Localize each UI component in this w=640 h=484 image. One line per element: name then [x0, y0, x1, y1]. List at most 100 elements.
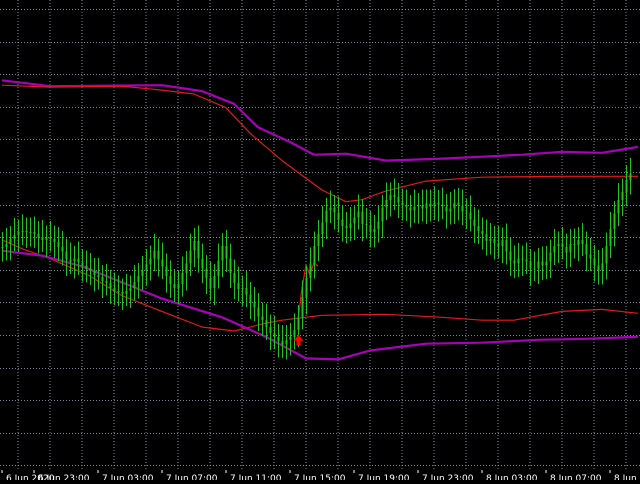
candle: [517, 242, 520, 278]
candle: [521, 245, 524, 277]
candle: [125, 273, 128, 307]
candle: [269, 314, 272, 350]
candle-body: [425, 203, 428, 209]
candle: [585, 231, 588, 272]
band-layer: [1, 79, 639, 361]
x-tick-label: 7 Jun 15:00: [294, 474, 346, 480]
candle-body: [49, 237, 52, 239]
candle-body: [489, 238, 492, 241]
candle-body: [281, 340, 284, 345]
candle: [629, 158, 632, 195]
candle: [41, 219, 44, 253]
candle-body: [553, 245, 556, 253]
candle: [561, 227, 564, 260]
candle-body: [169, 276, 172, 284]
candle-body: [449, 208, 452, 212]
candle-body: [1, 246, 4, 248]
candle: [573, 228, 576, 259]
candle-body: [473, 219, 476, 227]
candle: [273, 315, 276, 350]
candle-body: [177, 283, 180, 288]
candle: [281, 324, 284, 359]
candle: [261, 302, 264, 336]
candle-body: [609, 229, 612, 246]
candle-body: [513, 260, 516, 264]
candle-body: [353, 217, 356, 224]
candle: [33, 216, 36, 248]
candle: [225, 230, 228, 273]
candle-body: [485, 234, 488, 241]
candle: [21, 214, 24, 245]
candle: [257, 292, 260, 331]
candle-body: [257, 307, 260, 317]
candle: [89, 252, 92, 286]
candle: [477, 209, 480, 244]
candle-body: [85, 265, 88, 269]
candle: [541, 246, 544, 280]
candle-body: [629, 173, 632, 181]
candle-body: [445, 206, 448, 212]
candle-body: [189, 250, 192, 264]
candle: [429, 189, 432, 222]
candle-body: [421, 205, 424, 209]
candle: [285, 325, 288, 360]
candle: [193, 227, 196, 268]
candle-body: [525, 259, 528, 262]
candle: [17, 219, 20, 253]
candle-body: [141, 271, 144, 277]
candle-body: [65, 251, 68, 260]
candle: [385, 182, 388, 220]
candle: [221, 232, 224, 277]
candle: [109, 269, 112, 305]
candle: [57, 226, 60, 262]
candle: [313, 231, 316, 279]
candle: [389, 182, 392, 217]
x-tick-label: 7 Jun 23:00: [422, 474, 474, 480]
candle: [173, 268, 176, 303]
candle: [177, 270, 180, 304]
candle-body: [173, 283, 176, 288]
candle: [513, 245, 516, 279]
candle: [609, 212, 612, 259]
candle: [501, 227, 504, 263]
candle-body: [561, 243, 564, 247]
candle: [457, 188, 460, 221]
candle: [417, 193, 420, 224]
candle-body: [297, 317, 300, 330]
candle: [1, 232, 4, 262]
candle: [369, 211, 372, 248]
candle-body: [605, 245, 608, 264]
candle-body: [533, 268, 536, 270]
candle: [473, 207, 476, 244]
candle: [49, 221, 52, 252]
candle-body: [385, 199, 388, 208]
candle-body: [181, 273, 184, 284]
candle-body: [253, 302, 256, 308]
candle-body: [621, 191, 624, 200]
candle-body: [13, 235, 16, 239]
candle: [97, 258, 100, 290]
candle-body: [301, 297, 304, 318]
candle-body: [497, 242, 500, 246]
candle-body: [9, 238, 12, 244]
candle-body: [185, 263, 188, 274]
candle: [265, 303, 268, 340]
candle: [9, 226, 12, 261]
candle-body: [237, 282, 240, 289]
candle: [569, 228, 572, 268]
candle-body: [405, 205, 408, 208]
candle-body: [349, 223, 352, 229]
candle: [625, 164, 628, 207]
candle-body: [77, 258, 80, 263]
candle: [181, 256, 184, 297]
candle: [129, 275, 132, 308]
candle-body: [285, 339, 288, 345]
candle-body: [157, 250, 160, 260]
candle-body: [329, 207, 332, 211]
candle: [577, 226, 580, 262]
candle-body: [625, 180, 628, 192]
candle-body: [109, 282, 112, 288]
candle: [277, 324, 280, 358]
